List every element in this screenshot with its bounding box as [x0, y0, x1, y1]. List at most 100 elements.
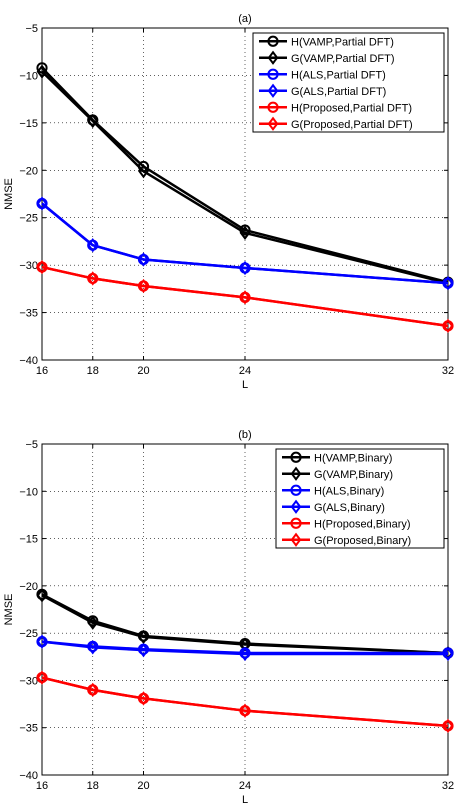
- legend-box: [275, 448, 445, 549]
- series-line: [41, 676, 449, 728]
- data-point: [442, 318, 454, 334]
- x-tick-label: 16: [36, 780, 48, 792]
- y-tick-label: −30: [19, 675, 38, 687]
- legend-label: H(Proposed,Binary): [314, 518, 411, 530]
- legend-label: G(VAMP,Partial DFT): [291, 53, 395, 65]
- y-tick-label: −35: [19, 308, 38, 320]
- legend-label: G(Proposed,Partial DFT): [291, 119, 413, 131]
- y-axis-label: NMSE: [3, 178, 15, 210]
- data-point: [442, 646, 454, 662]
- legend-marker: [267, 50, 279, 65]
- data-point: [442, 718, 454, 733]
- y-tick-label: −40: [19, 355, 38, 367]
- chart-title: (b): [238, 429, 251, 441]
- x-tick-label: 18: [87, 365, 99, 377]
- legend-label: G(ALS,Binary): [314, 502, 385, 514]
- series-3: [36, 634, 454, 662]
- x-tick-label: 20: [137, 365, 149, 377]
- series-line: [41, 70, 449, 285]
- series-5: [36, 670, 454, 733]
- data-point: [36, 64, 48, 79]
- y-tick-label: −10: [19, 486, 38, 498]
- y-tick-label: −30: [19, 260, 38, 272]
- x-tick-label: 24: [239, 365, 251, 377]
- y-tick-label: −5: [25, 439, 38, 451]
- data-point: [87, 113, 99, 129]
- legend-marker: [267, 116, 279, 131]
- data-point: [138, 691, 149, 706]
- y-tick-label: −15: [19, 534, 38, 546]
- legend-label: H(Proposed,Partial DFT): [291, 102, 412, 114]
- legend-label: H(ALS,Binary): [314, 485, 384, 497]
- x-tick-label: 18: [87, 780, 99, 792]
- data-point: [239, 260, 251, 276]
- legend-marker: [267, 68, 279, 80]
- data-point: [87, 271, 99, 286]
- data-point: [36, 196, 48, 211]
- data-point: [138, 629, 149, 645]
- data-point: [36, 588, 48, 603]
- legend-marker: [290, 466, 302, 481]
- y-tick-label: −35: [19, 723, 38, 735]
- series-line: [41, 640, 448, 656]
- x-tick-label: 32: [442, 365, 454, 377]
- legend: H(VAMP,Binary) G(VAMP,Binary) H(ALS,Binary…: [275, 448, 445, 549]
- legend-marker: [290, 532, 302, 547]
- legend-label: G(VAMP,Binary): [314, 469, 393, 481]
- series-line: [41, 594, 449, 655]
- data-point: [138, 252, 149, 267]
- legend-label: H(ALS,Partial DFT): [291, 69, 386, 81]
- data-point: [138, 164, 149, 179]
- y-tick-label: −25: [19, 628, 38, 640]
- data-point: [87, 682, 99, 698]
- legend-label: G(Proposed,Binary): [314, 535, 411, 547]
- series-5: [36, 259, 454, 334]
- y-tick-label: −20: [19, 581, 38, 593]
- legend-marker: [290, 517, 302, 529]
- legend-marker: [267, 83, 279, 98]
- data-point: [36, 670, 48, 685]
- data-point: [87, 640, 99, 655]
- legend-marker: [267, 35, 279, 47]
- data-point: [239, 646, 251, 662]
- chart-title: (a): [238, 13, 251, 25]
- data-point: [87, 238, 99, 253]
- y-tick-label: −40: [19, 770, 38, 782]
- data-point: [87, 615, 99, 630]
- legend-box: [252, 32, 445, 133]
- series-line: [41, 202, 449, 285]
- y-tick-label: −20: [19, 165, 38, 177]
- series-3: [36, 196, 454, 291]
- legend-marker: [267, 101, 279, 113]
- x-tick-label: 32: [442, 780, 454, 792]
- data-point: [138, 278, 149, 294]
- y-tick-label: −25: [19, 213, 38, 225]
- x-tick-label: 24: [239, 780, 251, 792]
- data-point: [36, 259, 48, 275]
- legend-label: G(ALS,Partial DFT): [291, 86, 386, 98]
- legend-label: H(VAMP,Partial DFT): [291, 36, 394, 48]
- x-axis-label: L: [242, 794, 248, 806]
- data-point: [36, 634, 48, 649]
- y-tick-label: −10: [19, 70, 38, 82]
- data-point: [138, 642, 149, 658]
- legend-marker: [290, 451, 302, 463]
- data-point: [442, 275, 454, 291]
- x-tick-label: 20: [137, 780, 149, 792]
- data-point: [239, 703, 251, 718]
- x-axis-label: L: [242, 379, 248, 391]
- x-tick-label: 16: [36, 365, 48, 377]
- series-line: [41, 265, 449, 328]
- legend-marker: [290, 484, 302, 496]
- legend-marker: [290, 499, 302, 514]
- y-tick-label: −5: [25, 23, 38, 35]
- legend: H(VAMP,Partial DFT) G(VAMP,Partial DFT) H(…: [252, 32, 445, 133]
- series-1: [36, 588, 454, 661]
- y-axis-label: NMSE: [3, 594, 15, 626]
- data-point: [239, 225, 251, 241]
- legend-label: H(VAMP,Binary): [314, 452, 392, 464]
- y-tick-label: −15: [19, 118, 38, 130]
